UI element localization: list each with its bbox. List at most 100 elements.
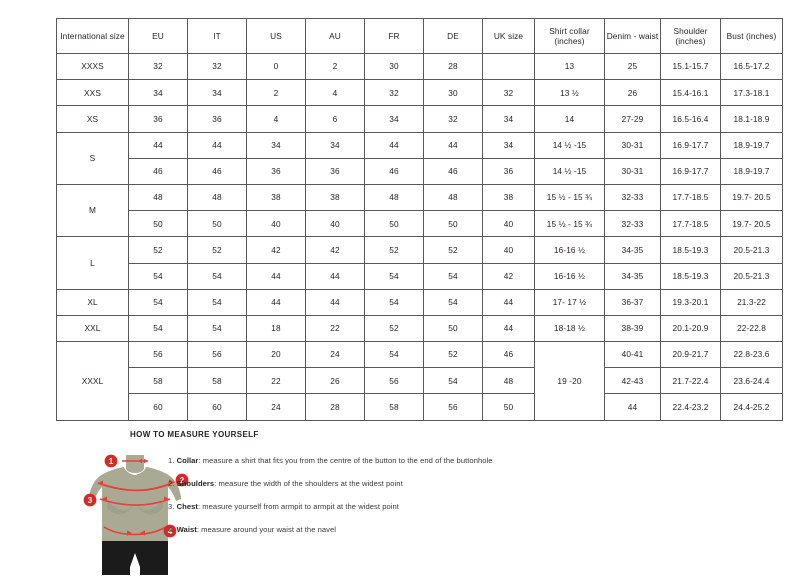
table-row: XL 54 54 44 44 54 54 44 17- 17 ½ 36-37 19.3-20.1 21…	[56, 288, 783, 316]
cell-international-size: XS	[56, 105, 129, 133]
cell-shoulder: 17.7-18.5	[660, 183, 721, 212]
cell-de: 50	[423, 314, 483, 343]
cell-shirt-collar: 15 ½ - 15 ¾	[534, 210, 605, 238]
cell-denim: 27-29	[604, 105, 661, 133]
table-row: 58 58 22 26 56 54 48 42-43 21.7-22.4 23.6-24.4	[57, 367, 783, 395]
cell-it: 36	[187, 105, 247, 133]
instruction-text: : measure around your waist at the navel	[196, 525, 337, 535]
cell-us: 0	[246, 52, 306, 81]
cell-denim: 32-33	[604, 183, 661, 212]
cell-us: 24	[246, 393, 306, 421]
cell-bust: 19.7- 20.5	[720, 210, 783, 238]
cell-shoulder: 16.9-17.7	[660, 157, 721, 185]
instruction-text: : measure the width of the shoulders at …	[214, 479, 403, 489]
cell-au: 44	[305, 262, 365, 290]
cell-de: 54	[423, 367, 483, 395]
cell-fr: 52	[364, 314, 424, 343]
cell-au: 28	[305, 393, 365, 421]
marker-2: 2	[175, 473, 189, 487]
how-to-measure-title: HOW TO MEASURE YOURSELF	[130, 430, 259, 439]
cell-au: 22	[305, 314, 365, 343]
cell-au: 26	[305, 367, 365, 395]
cell-shoulder: 15.4-16.1	[660, 79, 721, 107]
cell-au: 42	[305, 236, 365, 264]
cell-fr: 52	[364, 236, 424, 264]
size-chart-container: International size EU IT US AU FR DE UK …	[56, 18, 783, 421]
cell-denim: 30-31	[604, 157, 661, 185]
table-row: 46 46 36 36 46 46 36 14 ½ -15 30-31 16.9-17.7 18.9…	[57, 157, 783, 185]
cell-de: 56	[423, 393, 483, 421]
torso-illustration: 1 2 3 4	[76, 449, 196, 575]
cell-au: 2	[305, 52, 365, 81]
cell-eu: 48	[128, 183, 188, 212]
cell-bust: 17.3-18.1	[720, 79, 783, 107]
instruction-number: 3.	[168, 502, 175, 512]
marker-4: 4	[163, 524, 177, 538]
column-header-shirt-collar: Shirt collar (inches)	[534, 18, 605, 54]
cell-shoulder: 18.5-19.3	[660, 262, 721, 290]
cell-bust: 21.3-22	[720, 288, 783, 316]
cell-fr: 54	[364, 262, 424, 290]
cell-shirt-collar: 14	[534, 105, 605, 133]
cell-it: 54	[187, 314, 247, 343]
column-header-fr: FR	[364, 18, 424, 54]
cell-denim: 25	[604, 52, 661, 81]
table-row: XXXL 56 56 20 24 54 52 46 19 -20 40-41 20.9-21.7 22…	[56, 341, 783, 421]
cell-it: 32	[187, 52, 247, 81]
table-header-row: International size EU IT US AU FR DE UK …	[56, 18, 783, 54]
cell-shirt-collar: 19 -20	[534, 341, 605, 421]
cell-shirt-collar: 16-16 ½	[534, 236, 605, 264]
cell-uk: 46	[482, 341, 535, 369]
cell-shirt-collar: 13	[534, 52, 605, 81]
cell-denim: 32-33	[604, 210, 661, 238]
cell-us: 44	[246, 288, 306, 316]
instruction-label: Chest	[176, 502, 198, 512]
table-row: XXS 34 34 2 4 32 30 32 13 ½ 26 15.4-16.1 17.3-18.1	[56, 79, 783, 107]
cell-bust: 22-22.8	[720, 314, 783, 343]
marker-3: 3	[83, 493, 97, 507]
cell-it: 54	[187, 288, 247, 316]
instruction-label: Collar	[176, 456, 199, 465]
svg-text:4: 4	[168, 527, 173, 536]
cell-shoulder: 21.7-22.4	[660, 367, 721, 395]
cell-shirt-collar: 16-16 ½	[534, 262, 605, 290]
cell-it: 44	[187, 131, 247, 159]
cell-au: 44	[305, 288, 365, 316]
cell-us: 18	[246, 314, 306, 343]
table-row: XS 36 36 4 6 34 32 34 14 27-29 16.5-16.4 18.1-18.9	[56, 105, 783, 133]
column-header-de: DE	[423, 18, 483, 54]
cell-de: 28	[423, 52, 483, 81]
measure-instruction: 3. Chest: measure yourself from armpit t…	[168, 503, 728, 511]
cell-international-size: XXS	[56, 79, 129, 107]
cell-fr: 58	[364, 393, 424, 421]
cell-au: 6	[305, 105, 365, 133]
table-row: M 48 48 38 38 48 48 38 15 ½ - 15 ¾ 32-33 17.7-18.5…	[56, 183, 783, 238]
table-row: 54 54 44 44 54 54 42 16-16 ½ 34-35 18.5-19.3 20.5-…	[57, 262, 783, 290]
svg-text:2: 2	[180, 476, 185, 485]
how-to-measure-section: HOW TO MEASURE YOURSELF	[56, 430, 732, 575]
cell-international-size: XL	[56, 288, 129, 316]
cell-de: 54	[423, 262, 483, 290]
cell-au: 40	[305, 210, 365, 238]
cell-us: 4	[246, 105, 306, 133]
cell-denim: 34-35	[604, 236, 661, 264]
cell-uk: 50	[482, 393, 535, 421]
cell-eu: 36	[128, 105, 188, 133]
cell-international-size: XXXL	[56, 341, 129, 421]
measure-instruction: 2. Shoulders: measure the width of the s…	[168, 480, 728, 488]
instruction-number: 1.	[168, 456, 175, 465]
cell-uk: 38	[482, 183, 535, 212]
cell-us: 40	[246, 210, 306, 238]
cell-us: 36	[246, 157, 306, 185]
svg-text:1: 1	[109, 457, 114, 466]
cell-denim: 42-43	[604, 367, 661, 395]
column-header-bust: Bust (inches)	[720, 18, 783, 54]
cell-de: 30	[423, 79, 483, 107]
cell-au: 38	[305, 183, 365, 212]
table-row: L 52 52 42 42 52 52 40 16-16 ½ 34-35 18.5-19.3 20.5…	[56, 236, 783, 290]
cell-de: 50	[423, 210, 483, 238]
instruction-text: : measure yourself from armpit to armpit…	[197, 502, 399, 512]
measure-instruction: 4. Waist: measure around your waist at t…	[168, 526, 728, 534]
cell-au: 36	[305, 157, 365, 185]
cell-bust: 24.4-25.2	[720, 393, 783, 421]
